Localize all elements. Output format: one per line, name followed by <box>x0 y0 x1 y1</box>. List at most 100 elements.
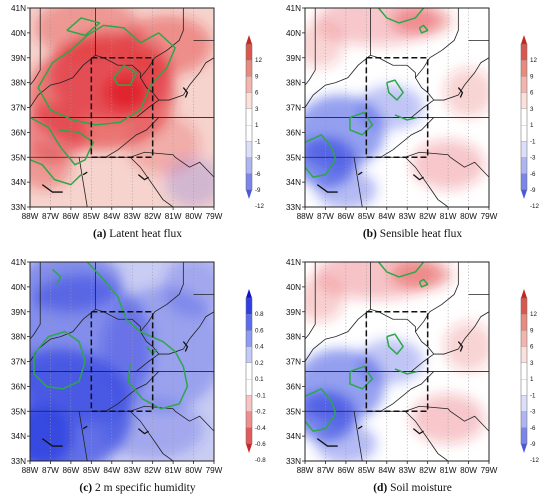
map-c: 88W 87W 86W 85W 84W 83W 82W 81W 80W 79W 41N 40N 39N 3… <box>11 258 266 475</box>
lat-tick-label: 36N <box>286 128 301 137</box>
anomaly-patch-6 <box>305 276 344 322</box>
state-border <box>305 308 435 372</box>
colorbar-top-arrow <box>521 289 527 298</box>
river-feature <box>182 341 189 352</box>
study-domain-box <box>365 311 429 412</box>
lon-tick-label: 87W <box>42 212 59 221</box>
colorbar-tick-label: -1 <box>530 138 536 145</box>
significance-contour <box>394 368 418 375</box>
lon-tick-label: 88W <box>22 212 39 221</box>
colorbar-tick-label: 12 <box>530 311 537 318</box>
river-feature <box>82 425 88 430</box>
lon-tick-label: 83W <box>399 212 416 221</box>
state-border <box>405 405 489 432</box>
colorbar-bottom-arrow <box>246 190 252 199</box>
state-borders <box>305 8 489 207</box>
colorbar-tick-label: 3 <box>530 360 534 367</box>
lat-tick-label: 34N <box>11 178 26 187</box>
anomaly-patch-5 <box>122 15 212 76</box>
lon-tick-label: 86W <box>62 466 79 475</box>
colorbar-tick-label: 3 <box>255 106 259 113</box>
colorbar-segment <box>520 314 528 331</box>
colorbar-segment <box>520 362 528 380</box>
colorbar-segment <box>245 346 253 363</box>
state-border <box>433 311 489 355</box>
lon-tick-label: 83W <box>124 466 141 475</box>
state-border <box>305 262 316 340</box>
colorbar-tick-label: -0.8 <box>255 457 266 464</box>
caption-c-letter: (c) <box>79 482 93 494</box>
colorbar-segment <box>245 76 253 93</box>
colorbar: 12 9 6 3 1 -1 -3 -6 -9 -12 <box>520 35 540 210</box>
anomaly-patch-2 <box>105 75 147 110</box>
river-feature <box>316 184 338 193</box>
colorbar-tick-label: -1 <box>255 138 261 145</box>
colorbar-segment <box>520 125 528 142</box>
colorbar-segment <box>245 411 253 428</box>
colorbar-outline <box>245 43 253 191</box>
colorbar-segment <box>245 60 253 77</box>
lon-tick-label: 88W <box>297 466 314 475</box>
colorbar-tick-label: -0.2 <box>255 409 266 416</box>
colorbar-segment <box>245 362 253 380</box>
colorbar-segment <box>520 108 528 126</box>
lat-tick-label: 37N <box>11 104 26 113</box>
river-feature <box>457 341 464 352</box>
colorbar-top-arrow <box>246 289 252 298</box>
colorbar-segment <box>245 125 253 142</box>
lon-tick-label: 87W <box>317 212 334 221</box>
lat-tick-label: 34N <box>286 178 301 187</box>
colorbar-top-arrow <box>246 35 252 44</box>
lat-tick-label: 41N <box>286 258 301 267</box>
state-border <box>129 410 174 461</box>
colorbar-segment <box>245 395 253 412</box>
lat-tick-label: 33N <box>286 203 301 212</box>
lon-tick-label: 81W <box>165 466 182 475</box>
significance-contour <box>418 278 429 288</box>
lon-tick-label: 79W <box>481 466 498 475</box>
significance-contour <box>30 116 95 166</box>
significance-contour <box>378 8 425 24</box>
state-border <box>404 156 449 207</box>
colorbar-top-arrow <box>521 35 527 44</box>
colorbar-tick-label: 12 <box>255 57 262 64</box>
lat-tick-label: 39N <box>286 308 301 317</box>
lon-tick-label: 81W <box>440 466 457 475</box>
lon-tick-label: 82W <box>419 212 436 221</box>
lon-tick-label: 82W <box>419 466 436 475</box>
colorbar-segment <box>520 141 528 158</box>
significance-contour <box>86 262 189 410</box>
anomaly-patch-2 <box>358 339 424 384</box>
lon-tick-label: 86W <box>62 212 79 221</box>
state-border <box>78 157 88 207</box>
colorbar-tick-label: -0.6 <box>255 441 266 448</box>
anomaly-patch-6 <box>305 22 344 68</box>
lat-tick-label: 35N <box>11 153 26 162</box>
anomaly-patch-8 <box>411 139 485 190</box>
lat-tick-label: 40N <box>286 283 301 292</box>
colorbar-segment <box>520 379 528 396</box>
anomaly-patch-6 <box>162 262 214 317</box>
colorbar-tick-label: 0.1 <box>255 376 264 383</box>
colorbar-tick-label: -12 <box>530 203 540 210</box>
study-domain-box <box>90 311 154 412</box>
lat-tick-label: 36N <box>11 128 26 137</box>
lat-tick-label: 36N <box>11 382 26 391</box>
colorbar: 0.8 0.6 0.4 0.2 0.1 -0.1 -0.2 -0.4 -0.6 -0.8 <box>245 289 266 464</box>
colorbar-outline <box>245 297 253 445</box>
colorbar-segment <box>245 108 253 126</box>
study-domain-box <box>365 57 429 158</box>
colorbar-tick-label: 9 <box>530 73 534 80</box>
caption-d-title: Soil moisture <box>390 482 452 494</box>
caption-c: (c) 2 m specific humidity <box>0 482 275 494</box>
lon-tick-label: 84W <box>378 466 395 475</box>
significance-contour <box>30 159 82 186</box>
state-border <box>130 405 214 432</box>
map-layer <box>30 262 214 461</box>
panel-c-specific-humidity: 88W 87W 86W 85W 84W 83W 82W 81W 80W 79W 41N 40N 39N 3… <box>0 254 275 504</box>
significance-contour <box>113 64 138 86</box>
colorbar-tick-label: -3 <box>255 155 261 162</box>
lon-tick-label: 80W <box>185 212 202 221</box>
lon-tick-label: 86W <box>337 466 354 475</box>
map-layer <box>30 8 214 207</box>
